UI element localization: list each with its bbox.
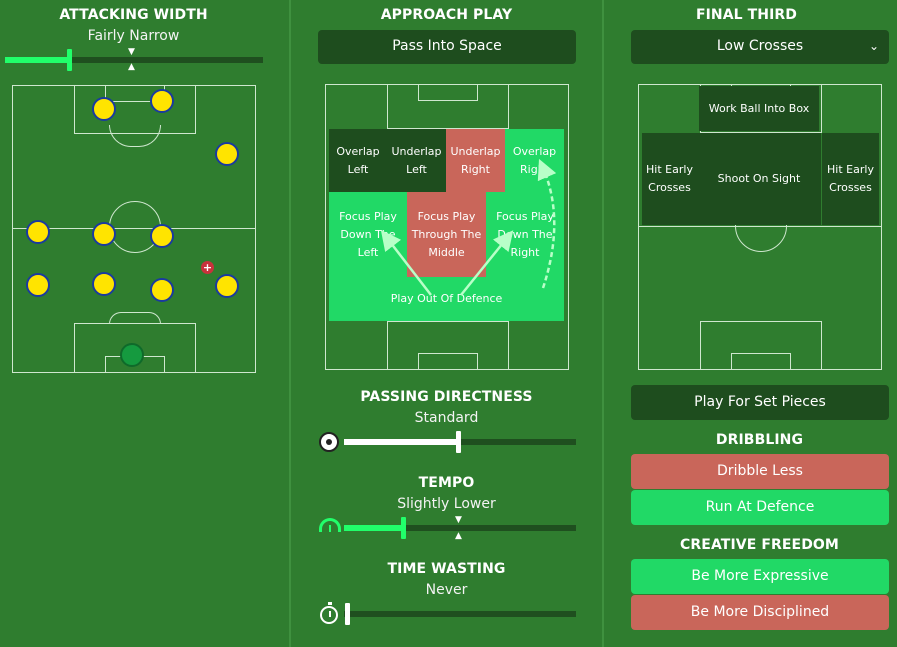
- player-marker[interactable]: [26, 273, 50, 297]
- be-more-expressive-button[interactable]: Be More Expressive: [631, 559, 889, 594]
- time-wasting-slider[interactable]: [319, 601, 576, 627]
- zone-overlap-left[interactable]: Overlap Left: [329, 129, 387, 192]
- zone-shoot-on-sight[interactable]: Shoot On Sight: [697, 133, 821, 225]
- attacking-width-thumb[interactable]: [67, 49, 72, 71]
- tempo-thumb[interactable]: [401, 517, 406, 539]
- column-divider: [289, 0, 291, 647]
- dribble-less-button[interactable]: Dribble Less: [631, 454, 889, 489]
- attacking-width-column: ATTACKING WIDTH Fairly Narrow ▼ ▲ +: [0, 0, 289, 647]
- tempo-title: TEMPO: [418, 475, 475, 491]
- zone-hit-early-crosses-right[interactable]: Hit Early Crosses: [822, 133, 879, 225]
- speedometer-icon: [319, 518, 341, 532]
- stopwatch-icon: [320, 602, 338, 624]
- default-marker-icon: ▼: [128, 47, 135, 57]
- zone-play-out-of-defence[interactable]: Play Out Of Defence: [329, 277, 564, 321]
- zone-underlap-right[interactable]: Underlap Right: [446, 129, 505, 192]
- final-third-selected: Low Crosses: [716, 38, 804, 54]
- run-at-defence-button[interactable]: Run At Defence: [631, 490, 889, 525]
- attacking-width-value: Fairly Narrow: [87, 28, 180, 44]
- tempo-value: Slightly Lower: [397, 496, 496, 512]
- default-marker-icon: ▼: [455, 515, 462, 525]
- approach-play-title: APPROACH PLAY: [380, 7, 513, 23]
- zone-focus-middle[interactable]: Focus Play Through The Middle: [407, 192, 486, 277]
- time-wasting-thumb[interactable]: [345, 603, 350, 625]
- time-wasting-value: Never: [425, 582, 468, 598]
- attacking-width-fill: [5, 57, 69, 63]
- passing-directness-thumb[interactable]: [456, 431, 461, 453]
- player-marker[interactable]: [92, 272, 116, 296]
- injury-icon: +: [201, 261, 214, 274]
- passing-directness-value: Standard: [414, 410, 479, 426]
- final-third-pitch: [638, 84, 882, 370]
- passing-directness-slider[interactable]: [319, 430, 576, 456]
- creative-freedom-title: CREATIVE FREEDOM: [680, 537, 839, 553]
- default-marker-icon: ▲: [128, 62, 135, 72]
- passing-directness-title: PASSING DIRECTNESS: [360, 389, 533, 405]
- chevron-down-icon: ⌄: [868, 39, 879, 53]
- player-marker[interactable]: [92, 222, 116, 246]
- player-marker[interactable]: [26, 220, 50, 244]
- zone-work-ball-into-box[interactable]: Work Ball Into Box: [699, 86, 819, 131]
- column-divider: [602, 0, 604, 647]
- player-marker[interactable]: [215, 274, 239, 298]
- be-more-disciplined-button[interactable]: Be More Disciplined: [631, 595, 889, 630]
- goalkeeper-marker[interactable]: [120, 343, 144, 367]
- football-icon: [319, 432, 339, 452]
- passing-arrows-icon: [380, 158, 557, 296]
- final-third-column: FINAL THIRD Low Crosses ⌄ Work Ball Into…: [604, 0, 897, 647]
- tempo-slider[interactable]: ▼ ▲: [319, 515, 576, 541]
- player-marker[interactable]: [215, 142, 239, 166]
- final-third-dropdown[interactable]: Low Crosses ⌄: [631, 30, 889, 64]
- approach-play-column: APPROACH PLAY Pass Into Space Overlap Le…: [291, 0, 602, 647]
- dribbling-title: DRIBBLING: [715, 432, 804, 448]
- time-wasting-title: TIME WASTING: [387, 561, 506, 577]
- final-third-title: FINAL THIRD: [695, 7, 798, 23]
- player-marker[interactable]: [150, 224, 174, 248]
- formation-pitch: [12, 85, 256, 373]
- attacking-width-slider[interactable]: ▼ ▲: [5, 46, 263, 72]
- approach-play-dropdown[interactable]: Pass Into Space: [318, 30, 576, 64]
- player-marker[interactable]: [150, 278, 174, 302]
- attacking-width-title: ATTACKING WIDTH: [59, 7, 208, 23]
- player-marker[interactable]: [92, 97, 116, 121]
- zone-underlap-left[interactable]: Underlap Left: [387, 129, 446, 192]
- zone-hit-early-crosses-left[interactable]: Hit Early Crosses: [642, 133, 697, 225]
- player-marker[interactable]: [150, 89, 174, 113]
- set-pieces-button[interactable]: Play For Set Pieces: [631, 385, 889, 420]
- default-marker-icon: ▲: [455, 531, 462, 541]
